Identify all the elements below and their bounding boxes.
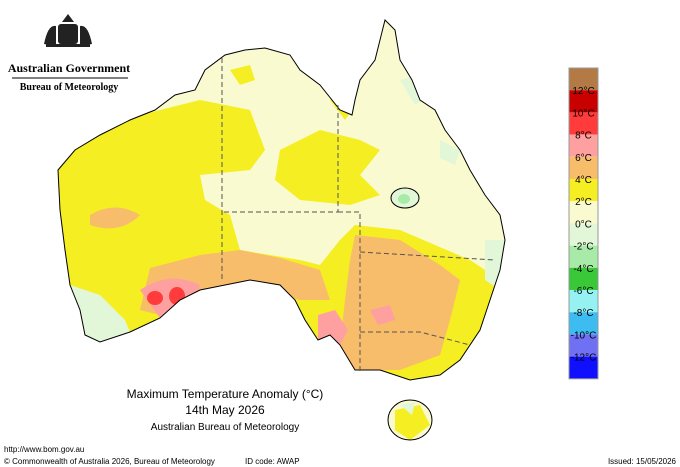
footer-url: http://www.bom.gov.au (4, 445, 84, 454)
legend-swatch (569, 179, 598, 202)
legend: 12°C 10°C 8°C 6°C 4°C 2°C 0°C -2°C -4°C -6°C -8°C -… (568, 67, 599, 380)
legend-swatch (569, 356, 598, 379)
state-borders (221, 58, 496, 372)
legend-label: 4°C (575, 175, 592, 186)
map-outline (57, 19, 506, 441)
footer-issued: Issued: 15/05/2026 (608, 457, 677, 466)
legend-label: -6°C (573, 286, 593, 297)
legend-swatch (569, 112, 598, 135)
legend-swatch (569, 201, 598, 224)
footer-id-code: ID code: AWAP (245, 457, 300, 466)
map-date: 14th May 2026 (185, 403, 265, 417)
legend-label: -4°C (573, 264, 593, 275)
legend-label: -10°C (571, 330, 597, 341)
legend-frame (568, 67, 599, 380)
map-source: Australian Bureau of Meteorology (151, 422, 299, 433)
legend-swatch (569, 223, 598, 246)
legend-swatch (569, 334, 598, 357)
legend-label: 12°C (572, 86, 594, 97)
footer-copyright: © Commonwealth of Australia 2026, Bureau… (4, 457, 215, 466)
bureau-name: Bureau of Meteorology (20, 82, 119, 93)
legend-swatch (569, 134, 598, 157)
legend-swatch (569, 156, 598, 179)
legend-label: -12°C (571, 353, 597, 364)
legend-label: -8°C (573, 308, 593, 319)
legend-swatch (569, 290, 598, 313)
legend-label: 6°C (575, 153, 592, 164)
legend-label: -2°C (573, 242, 593, 253)
legend-label: 8°C (575, 131, 592, 142)
coat-of-arms (44, 14, 92, 47)
legend-swatch (569, 245, 598, 268)
legend-label: 10°C (572, 108, 594, 119)
legend-swatch (569, 68, 598, 91)
legend-swatch (569, 267, 598, 290)
legend-swatch (569, 90, 598, 113)
map-title: Maximum Temperature Anomaly (°C) (127, 387, 324, 401)
government-name: Australian Government (8, 61, 130, 75)
legend-label: 2°C (575, 197, 592, 208)
legend-swatch (569, 312, 598, 335)
legend-label: 0°C (575, 219, 592, 230)
